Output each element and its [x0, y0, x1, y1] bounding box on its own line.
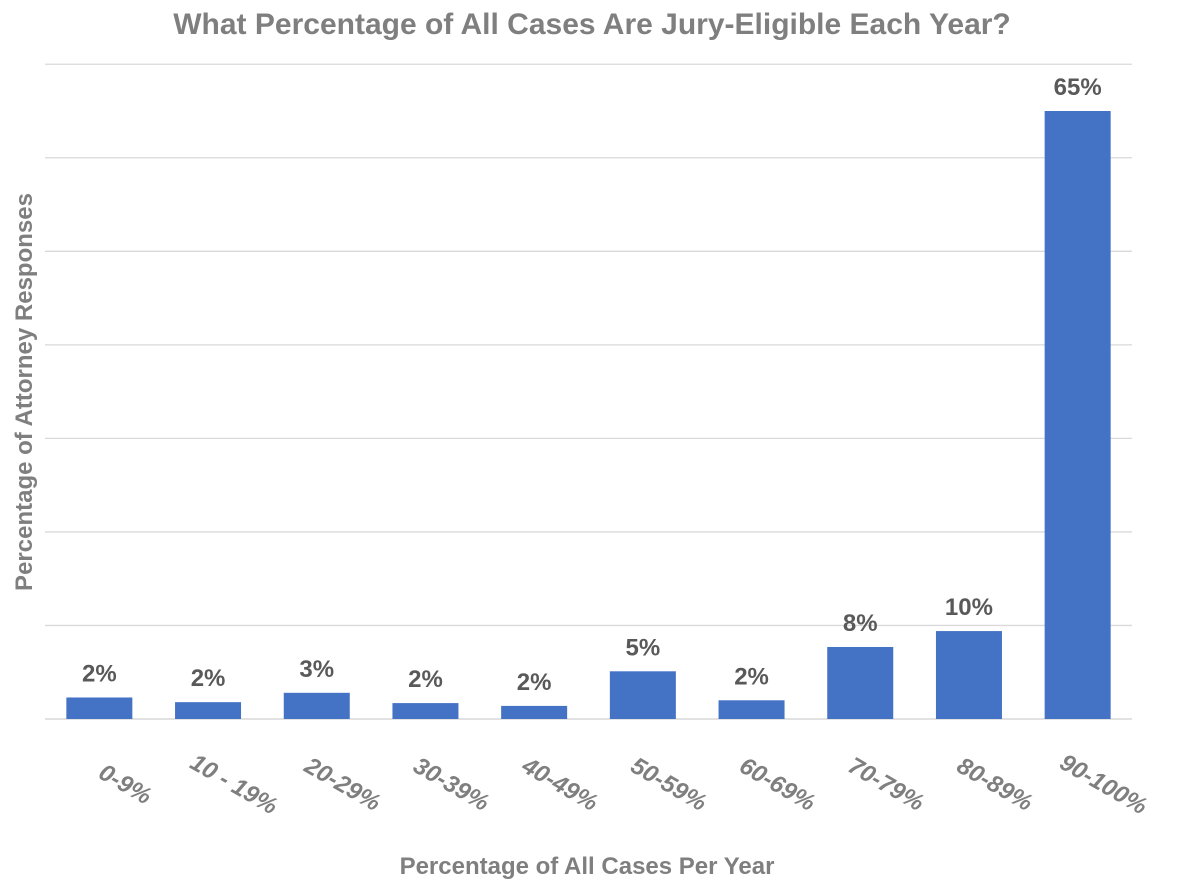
bar-40-49 [501, 706, 567, 719]
bar-80-89 [936, 631, 1002, 719]
data-label: 8% [843, 610, 878, 637]
x-tick-label: 60-69% [735, 752, 820, 817]
x-tick-label: 70-79% [843, 752, 928, 817]
data-label: 2% [191, 665, 226, 692]
data-label: 65% [1054, 74, 1102, 101]
y-axis-title: Percentage of Attorney Responses [11, 193, 38, 591]
bar-30-39 [392, 703, 458, 719]
bar-10-19 [175, 702, 241, 719]
data-labels: 2% 2% 3% 2% 2% 5% 2% 8% 10% 65% [82, 74, 1102, 696]
x-tick-label: 0-9% [94, 759, 156, 810]
data-label: 3% [299, 656, 334, 683]
x-tick-label: 80-89% [952, 752, 1037, 817]
data-label: 2% [408, 666, 443, 693]
x-axis-title: Percentage of All Cases Per Year [400, 853, 775, 880]
x-tick-label: 90-100% [1055, 749, 1152, 820]
data-label: 2% [734, 663, 769, 690]
x-tick-label: 40-49% [516, 752, 602, 817]
bar-20-29 [284, 693, 350, 719]
data-label: 5% [626, 634, 661, 661]
x-tick-label: 50-59% [626, 752, 711, 817]
data-label: 2% [82, 660, 117, 687]
bars [66, 111, 1110, 719]
x-tick-label: 20-29% [299, 752, 385, 817]
x-tick-label: 10 - 19% [185, 749, 282, 820]
bar-90-100 [1045, 111, 1111, 719]
data-label: 10% [945, 594, 993, 621]
x-tick-label: 30-39% [409, 752, 494, 817]
data-label: 2% [517, 669, 552, 696]
chart-title: What Percentage of All Cases Are Jury-El… [173, 8, 1011, 41]
bar-0-9 [66, 697, 132, 719]
x-tick-labels: 0-9% 10 - 19% 20-29% 30-39% 40-49% 50-59% 60-6… [94, 749, 1152, 820]
bar-60-69 [719, 700, 785, 719]
bar-50-59 [610, 671, 676, 719]
bar-70-79 [827, 647, 893, 719]
